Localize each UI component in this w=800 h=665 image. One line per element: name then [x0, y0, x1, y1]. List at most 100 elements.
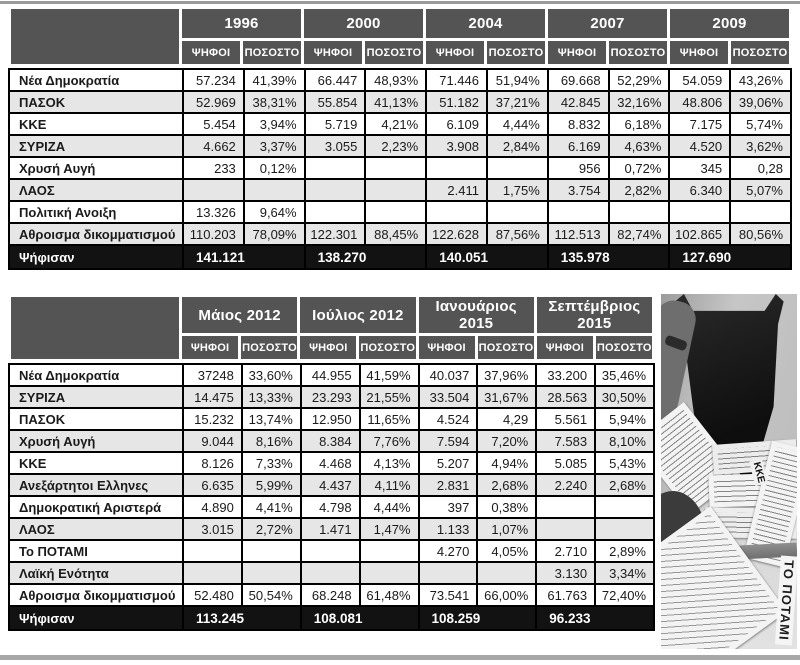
row-label: ΚΚΕ	[8, 112, 184, 136]
table-row: ΣΥΡΙΖΑ 4.662 3,37% 3.055 2,23% 3.908 2,84% 6.16…	[8, 134, 792, 158]
vote-cell: 9.044	[182, 429, 243, 453]
vote-cell: 4.468	[299, 451, 361, 475]
vote-cell	[546, 200, 610, 224]
votes-subheader: ΨΗΦΟΙ	[418, 336, 475, 359]
row-label: Το ΠΟΤΑΜΙ	[8, 539, 184, 563]
percent-subheader: ΠΟΣΟΣΤΟ	[241, 336, 298, 359]
corner-cell	[11, 9, 179, 64]
percent-cell	[476, 561, 538, 585]
year-header: 2009	[670, 9, 789, 38]
vote-cell	[182, 561, 243, 585]
vote-cell: 122.628	[425, 222, 488, 246]
footer-value: 138.270	[303, 244, 428, 270]
vote-cell: 2.240	[535, 473, 597, 497]
percent-cell	[594, 495, 655, 519]
vote-cell: 6.169	[546, 134, 610, 158]
table-row: Πολιτική Ανοιξη 13.326 9,64%	[8, 200, 792, 224]
total-row: Ψήφισαν 141.121 138.270 140.051 135.978 127.6…	[8, 244, 792, 270]
percent-cell: 5,99%	[240, 473, 302, 497]
row-label: ΠΑΣΟΚ	[8, 90, 184, 114]
percent-cell: 35,46%	[594, 363, 655, 387]
percent-cell: 41,13%	[364, 90, 428, 114]
year-header: 2000	[304, 9, 423, 38]
vote-cell: 73.541	[417, 583, 479, 607]
vote-cell: 102.865	[668, 222, 732, 246]
year-header: Ιούλιος 2012	[300, 297, 416, 333]
percent-cell: 87,56%	[485, 222, 549, 246]
percent-cell: 8,10%	[594, 429, 655, 453]
vote-cell: 5.719	[303, 112, 367, 136]
percent-cell: 2,68%	[594, 473, 655, 497]
percent-cell: 5,74%	[729, 112, 792, 136]
percent-cell: 3,37%	[242, 134, 306, 158]
percent-cell: 3,34%	[594, 561, 655, 585]
vote-cell: 42.845	[546, 90, 610, 114]
percent-cell: 66,00%	[476, 583, 538, 607]
table-row: Χρυσή Αυγή 9.044 8,16% 8.384 7,76% 7.594 7,20%…	[8, 429, 655, 453]
votes-subheader: ΨΗΦΟΙ	[182, 336, 239, 359]
vote-cell: 5.454	[182, 112, 245, 136]
percent-cell: 0,72%	[607, 156, 671, 180]
row-label: Πολιτική Ανοιξη	[8, 200, 184, 224]
percent-cell: 4,05%	[476, 539, 538, 563]
percent-cell: 41,39%	[242, 68, 306, 92]
percent-cell	[485, 156, 549, 180]
votes-subheader: ΨΗΦΟΙ	[670, 41, 728, 64]
vote-cell: 37248	[182, 363, 243, 387]
vote-cell: 12.950	[299, 407, 361, 431]
vote-cell: 48.806	[668, 90, 732, 114]
percent-cell: 48,93%	[364, 68, 428, 92]
vote-cell: 4.662	[182, 134, 245, 158]
vote-cell: 40.037	[417, 363, 479, 387]
percent-cell	[485, 200, 549, 224]
vote-cell: 8.384	[299, 429, 361, 453]
percent-cell: 4,41%	[240, 495, 302, 519]
row-label: ΣΥΡΙΖΑ	[8, 134, 184, 158]
table-row: Ανεξάρτητοι Ελληνες 6.635 5,99% 4.437 4,11% 2…	[8, 473, 655, 497]
footer-value: 141.121	[182, 244, 306, 270]
vote-cell: 4.270	[417, 539, 479, 563]
table-body: Νέα Δημοκρατία 57.234 41,39% 66.447 48,93% 71…	[8, 68, 792, 270]
vote-cell: 6.109	[425, 112, 488, 136]
vote-cell: 3.055	[303, 134, 367, 158]
table-row: Νέα Δημοκρατία 37248 33,60% 44.955 41,59% 40.…	[8, 363, 655, 387]
vote-cell	[182, 539, 243, 563]
footer-value: 108.259	[417, 605, 538, 631]
vote-cell	[299, 561, 361, 585]
percent-cell: 2,23%	[364, 134, 428, 158]
percent-cell: 2,72%	[240, 517, 302, 541]
vote-cell: 345	[668, 156, 732, 180]
percent-cell: 7,20%	[476, 429, 538, 453]
year-header: Σεπτέμβριος 2015	[536, 297, 652, 333]
row-label: ΛΑΟΣ	[8, 517, 184, 541]
percent-cell: 11,65%	[358, 407, 420, 431]
vote-cell: 956	[546, 156, 610, 180]
percent-cell	[240, 561, 302, 585]
year-header: 2007	[548, 9, 667, 38]
vote-cell: 6.635	[182, 473, 243, 497]
vote-cell: 23.293	[299, 385, 361, 409]
vote-cell	[303, 200, 367, 224]
vote-cell: 52.969	[182, 90, 245, 114]
vote-cell: 3.015	[182, 517, 243, 541]
vote-cell: 8.126	[182, 451, 243, 475]
percent-cell: 5,43%	[594, 451, 655, 475]
percent-cell: 82,74%	[607, 222, 671, 246]
percent-cell: 4,94%	[476, 451, 538, 475]
votes-subheader: ΨΗΦΟΙ	[182, 41, 240, 64]
row-label: ΛΑΟΣ	[8, 178, 184, 202]
vote-cell: 33.200	[535, 363, 597, 387]
votes-subheader: ΨΗΦΟΙ	[536, 336, 593, 359]
percent-cell: 51,94%	[485, 68, 549, 92]
percent-cell: 52,29%	[607, 68, 671, 92]
vote-cell: 112.513	[546, 222, 610, 246]
vote-cell: 69.668	[546, 68, 610, 92]
vote-cell: 4.524	[417, 407, 479, 431]
percent-cell: 3,94%	[242, 112, 306, 136]
vote-cell	[299, 539, 361, 563]
percent-cell: 13,74%	[240, 407, 302, 431]
vote-cell: 233	[182, 156, 245, 180]
percent-cell	[364, 200, 428, 224]
percent-cell	[594, 517, 655, 541]
